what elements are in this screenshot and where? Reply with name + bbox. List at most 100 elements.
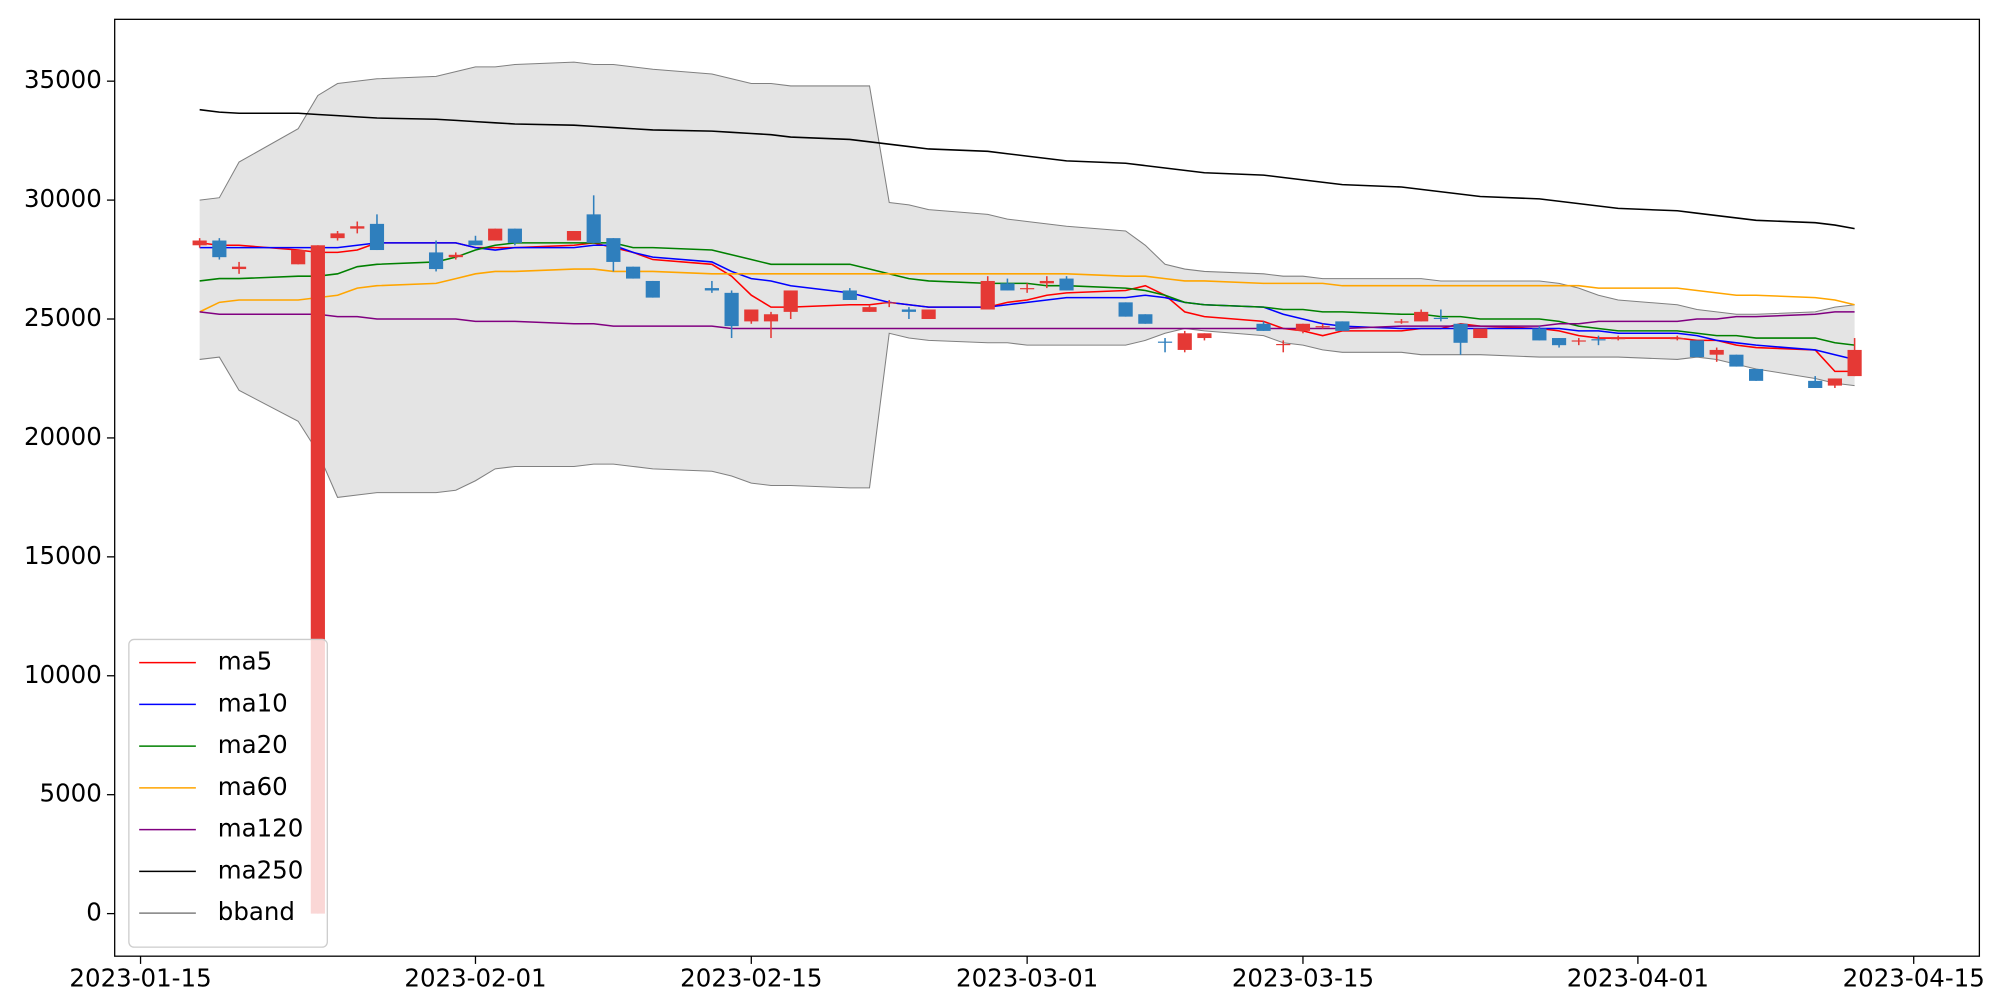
candle xyxy=(1808,376,1823,388)
x-tick-label: 2023-02-01 xyxy=(404,963,546,992)
candle xyxy=(1847,338,1862,377)
candle xyxy=(921,309,936,320)
y-tick-label: 5000 xyxy=(40,779,102,808)
candle xyxy=(704,280,719,293)
x-tick-label: 2023-03-15 xyxy=(1232,963,1374,992)
candle-body xyxy=(1256,323,1271,331)
candle-body xyxy=(231,266,247,270)
candle-body xyxy=(1039,280,1054,284)
legend-box xyxy=(128,638,328,948)
candle-body xyxy=(704,288,719,291)
candle xyxy=(724,290,739,339)
candle-body xyxy=(1591,339,1606,341)
candle-body xyxy=(842,290,857,300)
candle-body xyxy=(1808,380,1823,388)
candle xyxy=(1295,323,1311,334)
legend-label: ma10 xyxy=(218,688,288,717)
y-tick-label: 20000 xyxy=(24,422,102,451)
candle-body xyxy=(1670,338,1685,340)
candle-body xyxy=(606,238,621,262)
candle xyxy=(1020,283,1035,293)
candle-body xyxy=(744,309,759,322)
candle-body xyxy=(212,240,227,258)
ma-line xyxy=(199,311,1855,330)
candle-body xyxy=(1709,349,1724,355)
candle-body xyxy=(1394,321,1409,323)
candle xyxy=(1157,338,1173,353)
candle-body xyxy=(488,228,503,241)
candle xyxy=(1532,326,1547,341)
candle xyxy=(606,238,621,272)
candle xyxy=(1591,335,1606,346)
candle xyxy=(369,214,385,251)
candle-body xyxy=(1689,340,1705,358)
candle xyxy=(882,299,897,308)
candle xyxy=(645,280,660,298)
candle xyxy=(783,290,798,320)
bband-fill xyxy=(199,62,1855,498)
candle xyxy=(507,228,522,246)
candle xyxy=(468,235,483,246)
candle-body xyxy=(1138,314,1153,324)
y-tick-label: 15000 xyxy=(24,541,102,570)
candle-body xyxy=(1315,326,1330,328)
candle xyxy=(626,266,641,279)
candle xyxy=(1118,302,1133,317)
candle-body xyxy=(980,280,995,310)
candle xyxy=(1749,368,1764,381)
candle xyxy=(1276,340,1291,353)
candle-body xyxy=(1473,328,1488,339)
candle xyxy=(1039,276,1054,289)
candle xyxy=(1551,338,1567,348)
candle-body xyxy=(566,231,582,241)
candle-body xyxy=(1551,338,1567,346)
y-tick-label: 35000 xyxy=(24,65,102,94)
candle xyxy=(842,288,857,300)
candle xyxy=(1394,319,1409,324)
legend-label: ma60 xyxy=(218,772,288,801)
candle xyxy=(1433,309,1448,322)
candle-body xyxy=(350,226,365,229)
legend-label: ma250 xyxy=(218,855,304,884)
candle-body xyxy=(763,314,779,322)
candle-body xyxy=(1335,321,1350,331)
candle xyxy=(1670,335,1685,341)
candle-body xyxy=(1611,338,1626,340)
candle-body xyxy=(1847,349,1862,377)
candle-body xyxy=(1571,340,1586,342)
candle-body xyxy=(1414,311,1429,322)
candle xyxy=(586,195,601,243)
candle-body xyxy=(921,309,936,320)
candle-body xyxy=(862,307,877,312)
candle-body xyxy=(1177,333,1192,350)
candle xyxy=(1315,323,1330,329)
candle-body xyxy=(369,223,385,251)
candle xyxy=(1197,333,1212,341)
candle-body xyxy=(428,252,444,270)
x-tick-label: 2023-02-15 xyxy=(680,963,822,992)
candle xyxy=(1827,378,1842,388)
candle-body xyxy=(645,280,660,298)
candle-body xyxy=(1276,343,1291,346)
candle xyxy=(350,221,365,234)
candle xyxy=(428,240,444,272)
candle-body xyxy=(626,266,641,279)
x-tick-label: 2023-03-01 xyxy=(956,963,1098,992)
candle xyxy=(212,238,227,260)
candle-body xyxy=(1827,378,1842,386)
candle-body xyxy=(1059,278,1074,291)
y-tick-label: 25000 xyxy=(24,303,102,332)
candle xyxy=(1611,335,1626,341)
candle-body xyxy=(468,240,483,246)
candle xyxy=(744,309,759,324)
candle xyxy=(763,311,779,339)
ma-line xyxy=(199,268,1855,313)
candle xyxy=(1729,354,1744,367)
candle-body xyxy=(1197,333,1212,339)
candle-body xyxy=(586,214,601,243)
legend-label: ma20 xyxy=(218,730,288,759)
candle xyxy=(448,252,463,260)
candle-body xyxy=(1433,317,1448,320)
x-tick-label: 2023-04-01 xyxy=(1567,963,1709,992)
ma-line xyxy=(199,108,1855,230)
